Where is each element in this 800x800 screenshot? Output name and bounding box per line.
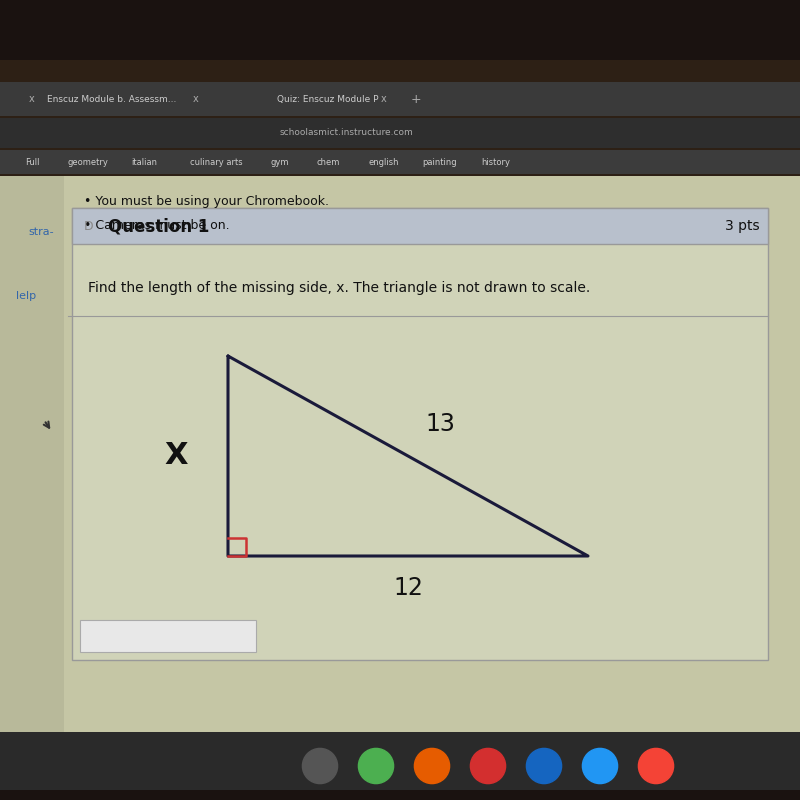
- Circle shape: [582, 749, 618, 784]
- Circle shape: [302, 749, 338, 784]
- Bar: [0, 732, 800, 800]
- Text: x: x: [193, 94, 199, 104]
- Bar: [0, 150, 800, 174]
- Circle shape: [638, 749, 674, 784]
- Bar: [0, 176, 800, 732]
- Text: +: +: [410, 93, 422, 106]
- Text: x: x: [381, 94, 387, 104]
- Text: italian: italian: [131, 158, 157, 167]
- Text: gym: gym: [270, 158, 290, 167]
- Text: X: X: [164, 442, 188, 470]
- Text: • Cameras must be on.: • Cameras must be on.: [84, 219, 230, 232]
- Text: D: D: [84, 219, 94, 233]
- Text: schoolasmict.instructure.com: schoolasmict.instructure.com: [280, 128, 414, 138]
- Text: • You must be using your Chromebook.: • You must be using your Chromebook.: [84, 195, 329, 208]
- Text: culinary arts: culinary arts: [190, 158, 242, 167]
- Text: geometry: geometry: [67, 158, 109, 167]
- Circle shape: [526, 749, 562, 784]
- Text: Quiz: Enscuz Module P: Quiz: Enscuz Module P: [278, 94, 378, 104]
- Text: x: x: [29, 94, 35, 104]
- Bar: [0, 0, 800, 60]
- Text: painting: painting: [422, 158, 458, 167]
- Text: 12: 12: [393, 576, 423, 600]
- Text: lelp: lelp: [16, 291, 36, 301]
- Bar: [0, 82, 800, 116]
- Text: Find the length of the missing side, x. The triangle is not drawn to scale.: Find the length of the missing side, x. …: [88, 281, 590, 295]
- Circle shape: [358, 749, 394, 784]
- Bar: [72, 208, 768, 244]
- Bar: [80, 620, 256, 652]
- Text: Full: Full: [25, 158, 39, 167]
- Text: 13: 13: [425, 412, 455, 436]
- Text: english: english: [369, 158, 399, 167]
- Text: history: history: [482, 158, 510, 167]
- Bar: [72, 208, 768, 660]
- Text: stra-: stra-: [28, 227, 54, 237]
- Circle shape: [414, 749, 450, 784]
- Bar: [0, 118, 800, 148]
- Circle shape: [470, 749, 506, 784]
- Text: chem: chem: [316, 158, 340, 167]
- Bar: [0, 790, 800, 800]
- Text: Question 1: Question 1: [108, 217, 210, 235]
- Bar: [0, 176, 64, 732]
- Text: Enscuz Module b. Assessm...: Enscuz Module b. Assessm...: [47, 94, 177, 104]
- Text: 3 pts: 3 pts: [726, 219, 760, 233]
